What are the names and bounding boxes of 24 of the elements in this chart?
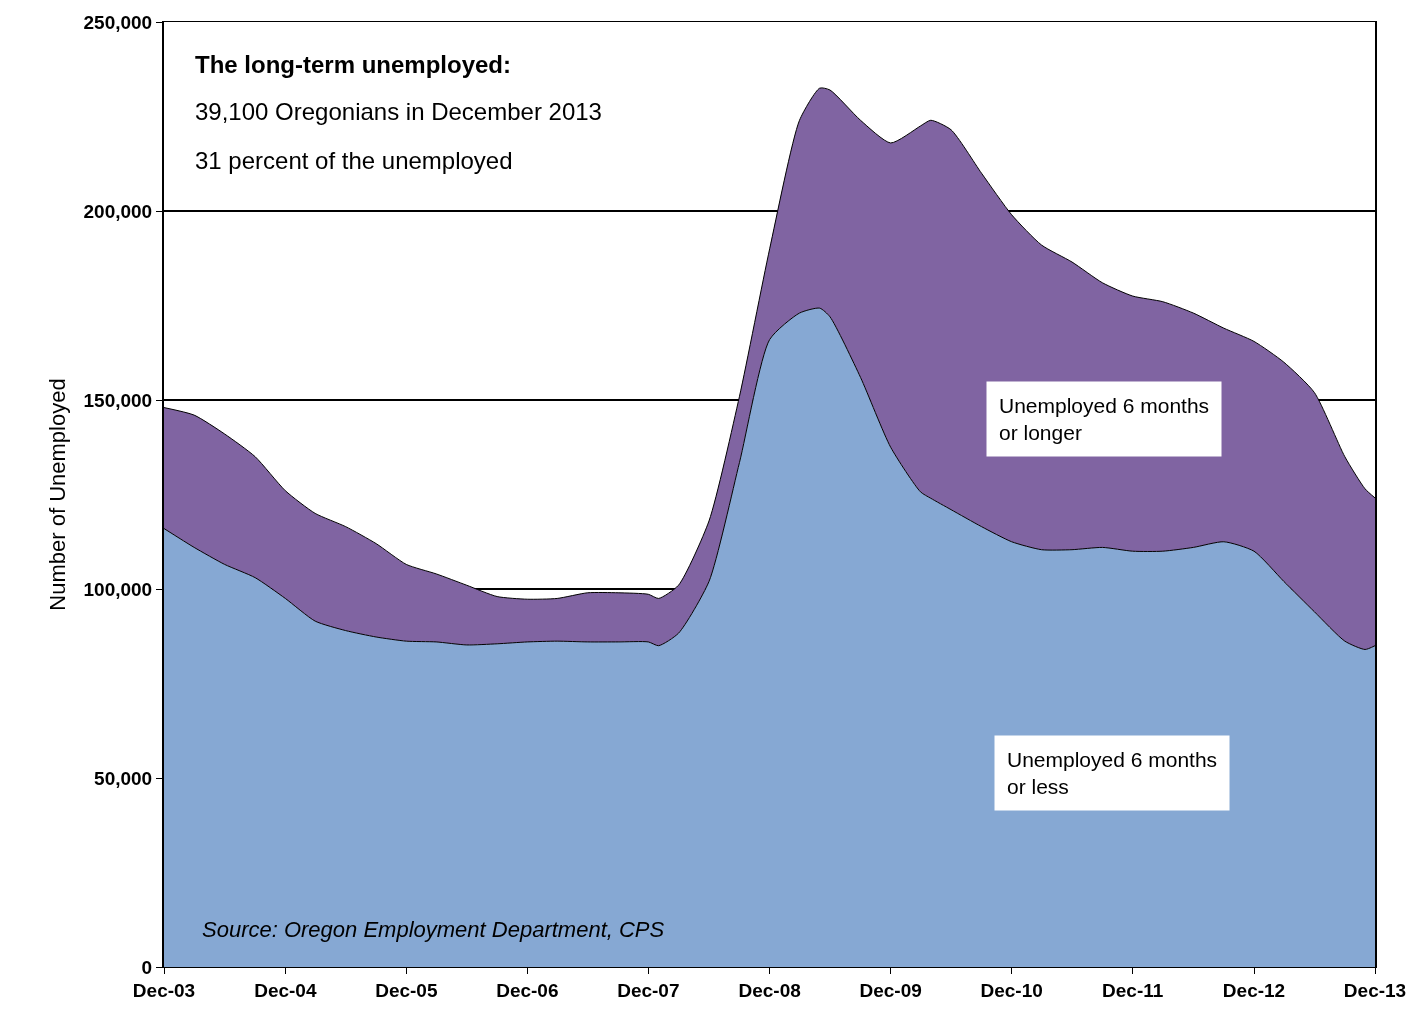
x-tick-label: Dec-13 xyxy=(1343,979,1407,1001)
x-tick-label: Dec-06 xyxy=(496,979,559,1001)
x-tick-label: Dec-12 xyxy=(1222,979,1286,1001)
y-axis-title: Number of Unemployed xyxy=(44,378,70,611)
x-tick-label: Dec-07 xyxy=(617,979,680,1001)
y-tick-label: 150,000 xyxy=(83,389,153,411)
annotation: 31 percent of the unemployed xyxy=(195,147,513,174)
x-tick-label: Dec-10 xyxy=(980,979,1043,1001)
annotation: Source: Oregon Employment Department, CPS xyxy=(202,917,665,942)
series-label: Unemployed 6 months or less xyxy=(1007,748,1218,799)
x-tick-label: Dec-05 xyxy=(375,979,438,1001)
annotation: 39,100 Oregonians in December 2013 xyxy=(195,98,602,125)
y-tick-label: 0 xyxy=(141,956,153,978)
y-tick-label: 100,000 xyxy=(83,578,153,600)
y-tick-label: 250,000 xyxy=(83,11,153,33)
x-tick-label: Dec-09 xyxy=(859,979,922,1001)
x-tick-label: Dec-03 xyxy=(132,979,196,1001)
series-label: Unemployed 6 months or longer xyxy=(999,394,1210,445)
x-tick-label: Dec-08 xyxy=(738,979,801,1001)
x-tick-label: Dec-04 xyxy=(254,979,317,1001)
y-tick-label: 200,000 xyxy=(83,200,153,222)
x-tick-label: Dec-11 xyxy=(1102,979,1164,1001)
annotation: The long-term unemployed: xyxy=(195,51,512,78)
y-tick-label: 50,000 xyxy=(94,767,153,789)
